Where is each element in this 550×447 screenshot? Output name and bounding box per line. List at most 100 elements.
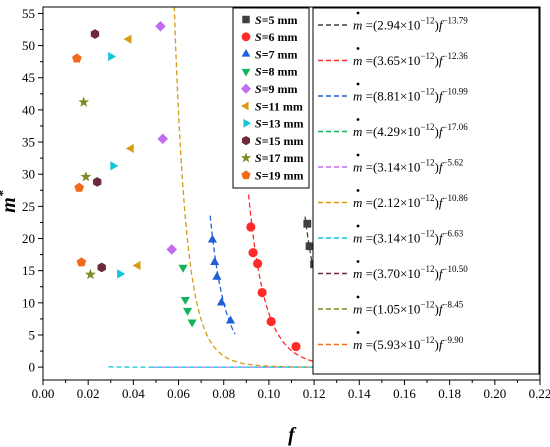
legend-marker-6 xyxy=(240,101,249,111)
data-point-s10-1 xyxy=(72,53,82,63)
legend-marker-4 xyxy=(241,68,251,77)
data-point-s3-2 xyxy=(210,257,220,265)
data-point-s4-3 xyxy=(183,307,193,316)
data-point-s8-3 xyxy=(97,262,106,273)
legend-label-8: S=15 mm xyxy=(255,134,304,148)
legend-label-3: S=7 mm xyxy=(255,47,298,61)
svg-text:m =(3.14×10−12)f−5.62: m =(3.14×10−12)f−5.62 xyxy=(353,158,463,175)
y-tick-label: 20 xyxy=(22,231,35,246)
svg-text:m =(2.12×10−12)f−10.86: m =(2.12×10−12)f−10.86 xyxy=(353,193,468,210)
data-point-s10-3 xyxy=(76,257,87,267)
legend-marker-2 xyxy=(241,32,251,42)
y-tick-label: 5 xyxy=(29,327,36,342)
data-point-s6-2 xyxy=(125,143,134,154)
y-tick-label: 35 xyxy=(22,135,35,150)
data-point-s2-4 xyxy=(257,287,267,298)
svg-text:m =(3.65×10−12)f−12.36: m =(3.65×10−12)f−12.36 xyxy=(353,51,468,68)
x-tick-label: 0.16 xyxy=(393,386,416,401)
data-point-s3-4 xyxy=(216,297,227,306)
svg-text:m =(3.14×10−12)f−6.63: m =(3.14×10−12)f−6.63 xyxy=(353,229,464,246)
fit-legend-equation-6: m =(2.12×10−12)f−10.86 xyxy=(353,189,468,210)
fit-legend-equation-9: m =(1.05×10−12)f−8.45 xyxy=(353,295,464,317)
legend: S=5 mm S=6 mm S=7 mm S=8 mm S=9 mm S=11 mm S=1… xyxy=(232,7,310,189)
legend-marker-3 xyxy=(241,49,251,57)
data-point-s7-1 xyxy=(108,51,117,62)
data-point-s3-5 xyxy=(225,315,236,324)
x-tick-label: 0.08 xyxy=(212,386,235,401)
data-point-s6-3 xyxy=(132,260,141,271)
y-tick-label: 0 xyxy=(29,360,36,375)
data-point-s6-1 xyxy=(123,34,132,44)
data-point-s5-1 xyxy=(155,21,166,32)
legend-marker-5 xyxy=(240,83,252,94)
fit-legend-box xyxy=(312,7,540,375)
fit-legend-equation-3: m =(8.81×10−12)f−10.99 xyxy=(353,82,468,104)
svg-text:m =(3.70×10−12)f−10.50: m =(3.70×10−12)f−10.50 xyxy=(353,264,468,281)
fit-legend-equation-1: m =(2.94×10−12)f−13.79 xyxy=(353,11,468,33)
x-tick-label: 0.18 xyxy=(438,386,461,401)
fit-legend-equation-4: m =(4.29×10−12)f−17.06 xyxy=(353,118,468,139)
data-point-s1-1 xyxy=(303,219,312,228)
x-tick-label: 0.20 xyxy=(483,386,506,401)
data-point-s9-2 xyxy=(80,171,92,182)
fit-curve-3 xyxy=(209,215,236,335)
x-tick-label: 0.02 xyxy=(77,386,100,401)
fit-legend-equation-2: m =(3.65×10−12)f−12.36 xyxy=(353,47,468,68)
fit-equations-legend: m =(2.94×10−12)f−13.79 m =(3.65×10−12)f−1… xyxy=(312,7,540,375)
data-point-s2-2 xyxy=(248,248,258,258)
svg-text:*: * xyxy=(0,190,10,197)
svg-text:m =(4.29×10−12)f−17.06: m =(4.29×10−12)f−17.06 xyxy=(353,122,468,139)
legend-label-5: S=9 mm xyxy=(255,82,298,96)
legend-label-7: S=13 mm xyxy=(255,117,304,131)
data-point-s5-3 xyxy=(166,244,178,255)
x-tick-label: 0.10 xyxy=(258,386,281,401)
data-point-s8-2 xyxy=(93,177,102,187)
data-point-s2-6 xyxy=(291,341,301,352)
legend-label-4: S=8 mm xyxy=(255,65,298,79)
y-axis-title: m* xyxy=(0,190,20,213)
data-point-s3-1 xyxy=(207,234,218,243)
data-point-s7-2 xyxy=(110,161,119,171)
data-point-s10-2 xyxy=(74,182,84,192)
x-tick-label: 0.06 xyxy=(167,386,190,401)
x-tick-label: 0.04 xyxy=(122,386,145,401)
fit-legend-equation-8: m =(3.70×10−12)f−10.50 xyxy=(353,260,468,281)
y-tick-label: 25 xyxy=(22,199,35,214)
data-point-s9-3 xyxy=(84,268,96,280)
svg-text:m =(1.05×10−12)f−8.45: m =(1.05×10−12)f−8.45 xyxy=(353,300,464,317)
legend-label-1: S=5 mm xyxy=(255,13,298,27)
data-point-s4-2 xyxy=(180,296,190,305)
axes: 0.00 0.02 0.04 0.06 0.08 0.10 0.12 0.14 0.16 0.18… xyxy=(0,6,550,446)
y-tick-label: 45 xyxy=(22,70,35,85)
data-point-s2-5 xyxy=(266,316,276,327)
y-tick-label: 15 xyxy=(22,263,35,278)
data-point-s1-2 xyxy=(305,242,314,251)
x-tick-label: 0.22 xyxy=(529,386,550,401)
legend-label-10: S=19 mm xyxy=(255,169,304,183)
y-tick-label: 50 xyxy=(22,38,35,53)
fit-legend-equation-10: m =(5.93×10−12)f−9.90 xyxy=(353,331,464,352)
legend-marker-10 xyxy=(241,170,251,180)
legend-marker-7 xyxy=(243,118,252,128)
svg-text:m =(8.81×10−12)f−10.99: m =(8.81×10−12)f−10.99 xyxy=(353,87,468,104)
x-tick-label: 0.14 xyxy=(348,386,371,401)
y-tick-label: 10 xyxy=(22,295,35,310)
data-point-s2-1 xyxy=(246,222,256,232)
x-tick-label: 0.12 xyxy=(303,386,326,401)
legend-label-9: S=17 mm xyxy=(255,151,304,165)
legend-marker-8 xyxy=(242,135,250,146)
data-point-s2-3 xyxy=(253,258,263,269)
data-point-s5-2 xyxy=(157,133,169,145)
svg-text:m =(2.94×10−12)f−13.79: m =(2.94×10−12)f−13.79 xyxy=(353,16,468,33)
x-axis-title: f xyxy=(288,424,297,446)
data-point-s3-3 xyxy=(212,271,222,280)
legend-label-6: S=11 mm xyxy=(255,99,303,113)
data-point-s4-4 xyxy=(187,319,197,328)
fit-legend-equation-7: m =(3.14×10−12)f−6.63 xyxy=(353,224,464,246)
svg-text:m: m xyxy=(0,197,20,213)
svg-text:m =(5.93×10−12)f−9.90: m =(5.93×10−12)f−9.90 xyxy=(353,335,464,352)
x-tick-label: 0.00 xyxy=(32,386,55,401)
data-point-s4-1 xyxy=(178,264,188,273)
data-point-s9-1 xyxy=(78,96,90,107)
